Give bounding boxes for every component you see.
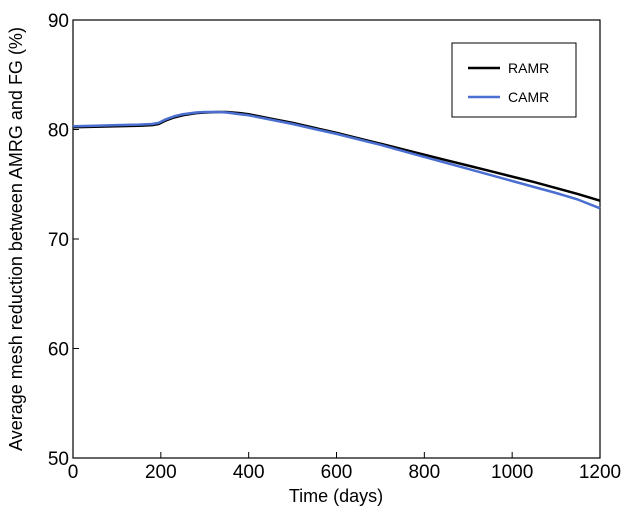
x-tick-label: 1200 [579,462,621,483]
legend-label-camr: CAMR [508,89,549,105]
series-line-camr [72,110,601,210]
y-tick-label: 50 [48,449,69,470]
legend: RAMR CAMR [451,42,577,118]
x-tick-label: 800 [408,462,440,483]
y-tick-label: 70 [48,230,69,251]
x-tick-label: 400 [233,462,265,483]
legend-label-ramr: RAMR [508,60,549,76]
y-tick-label: 60 [48,340,69,361]
series-line-ramr [72,110,601,202]
legend-box [451,42,577,118]
y-tick-label: 80 [48,121,69,142]
x-axis-ticks: 0 200 400 600 800 1000 1200 [68,452,621,483]
y-tick-label: 90 [48,11,69,32]
x-tick-label: 600 [321,462,353,483]
x-tick-label: 1000 [491,462,533,483]
x-tick-label: 200 [145,462,177,483]
x-axis-label: Time (days) [289,486,383,506]
series-lines [72,110,601,210]
y-axis-label: Average mesh reduction between AMRG and … [6,27,26,451]
y-axis-ticks: 50 60 70 80 90 [48,11,79,470]
x-tick-label: 0 [68,462,79,483]
